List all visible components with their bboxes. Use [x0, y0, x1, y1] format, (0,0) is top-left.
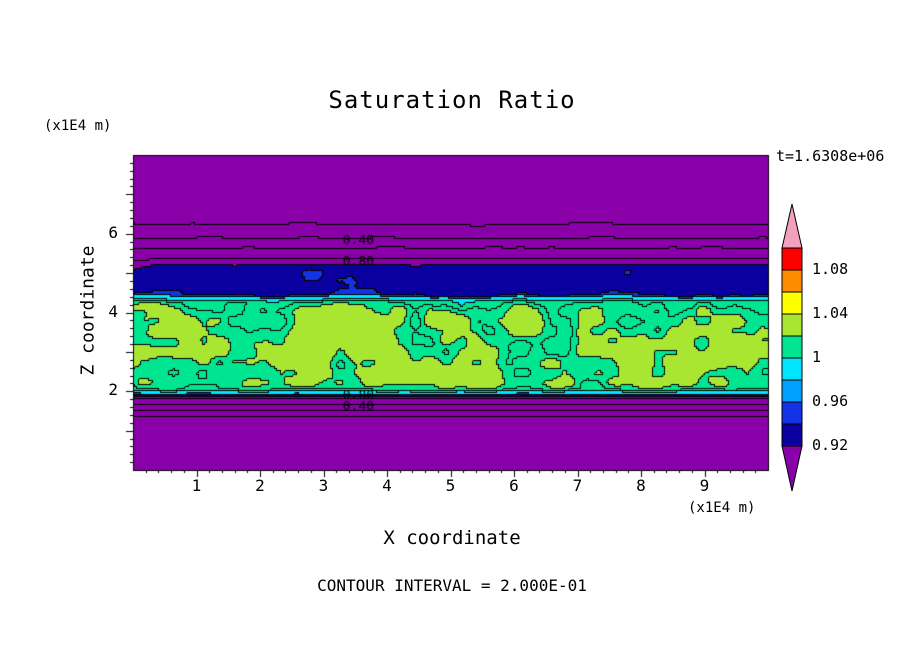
colorbar-box: [781, 357, 803, 381]
y-tick-label: 2: [108, 380, 118, 400]
contour-plot-canvas: [123, 145, 778, 480]
colorbar-box: [781, 335, 803, 359]
x-tick-label: 6: [509, 476, 519, 495]
colorbar-label: 0.92: [812, 436, 849, 454]
x-tick-label: 5: [445, 476, 456, 495]
colorbar-label: 1: [812, 348, 822, 366]
colorbar-label: 1.08: [812, 260, 849, 278]
x-tick-label: 9: [699, 476, 710, 495]
x-axis-unit-label: (x1E4 m): [688, 500, 756, 516]
x-tick-label: 8: [636, 476, 646, 495]
colorbar-box: [781, 401, 803, 425]
colorbar-box: [781, 313, 803, 337]
colorbar-label: 0.96: [812, 392, 849, 410]
colorbar-box: [781, 291, 803, 315]
colorbar-box: [781, 423, 803, 447]
time-annotation: t=1.6308e+06: [776, 147, 885, 165]
colorbar-over-range-triangle: [781, 203, 803, 249]
colorbar-label: 1.04: [812, 304, 849, 322]
x-axis-label: X coordinate: [383, 527, 521, 549]
y-axis-unit-label: (x1E4 m): [44, 118, 112, 134]
x-tick-label: 1: [191, 476, 202, 495]
colorbar-box: [781, 379, 803, 403]
x-tick-label: 2: [255, 476, 265, 495]
y-tick-label: 4: [108, 301, 118, 321]
chart-title: Saturation Ratio: [328, 86, 576, 114]
x-tick-label: 3: [318, 476, 329, 495]
colorbar: [781, 203, 803, 492]
colorbar-box: [781, 247, 803, 271]
y-tick-label: 6: [108, 222, 118, 242]
x-tick-label: 4: [382, 476, 392, 495]
contour-interval-footer: CONTOUR INTERVAL = 2.000E-01: [317, 576, 587, 595]
x-tick-label: 7: [572, 476, 583, 495]
colorbar-under-range-triangle: [781, 445, 803, 492]
colorbar-box: [781, 269, 803, 293]
